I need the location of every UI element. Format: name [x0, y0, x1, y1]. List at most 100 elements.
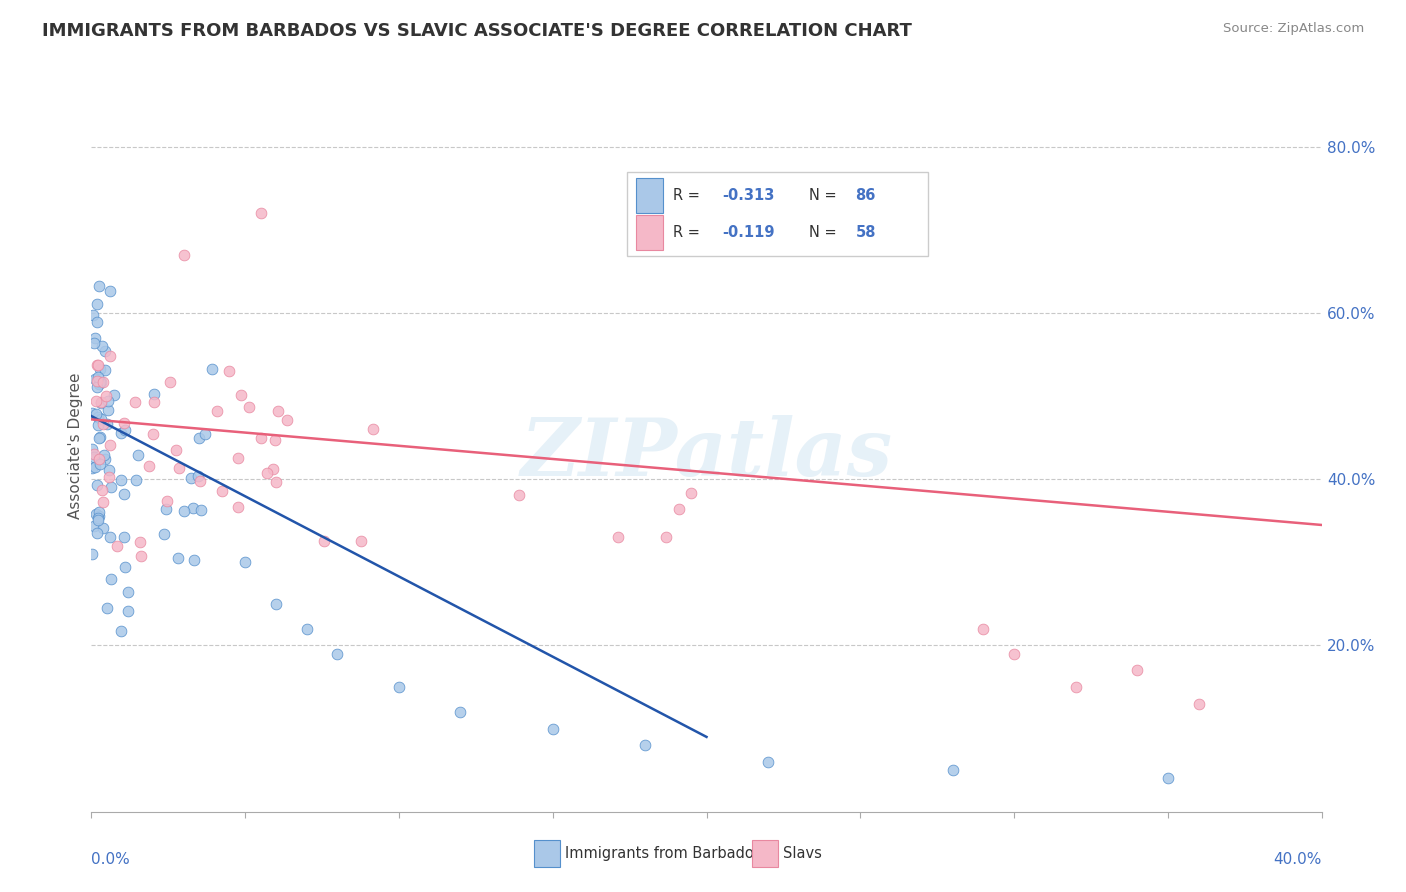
Text: R =: R = — [673, 187, 704, 202]
Point — [361, 422, 384, 436]
Text: N =: N = — [808, 225, 841, 240]
Point — [105, 539, 128, 553]
Point — [86, 315, 108, 329]
Text: Source: ZipAtlas.com: Source: ZipAtlas.com — [1223, 22, 1364, 36]
Point — [83, 447, 105, 461]
Point — [91, 521, 114, 535]
Point — [114, 423, 136, 437]
Point — [972, 622, 994, 636]
Point — [94, 452, 117, 467]
Point — [86, 358, 108, 372]
Point — [98, 463, 121, 477]
Point — [91, 495, 114, 509]
Point — [256, 466, 278, 480]
Point — [87, 510, 110, 524]
Point — [181, 500, 204, 515]
Point — [89, 396, 111, 410]
Point — [103, 388, 125, 402]
Point — [231, 388, 253, 402]
Point — [173, 504, 195, 518]
Point — [94, 344, 117, 359]
Point — [153, 526, 176, 541]
Point — [312, 533, 335, 548]
Point — [131, 549, 153, 563]
Point — [96, 601, 118, 615]
Point — [87, 409, 110, 424]
Point — [388, 680, 411, 694]
Text: N =: N = — [808, 187, 841, 202]
Point — [142, 427, 165, 442]
Point — [112, 416, 135, 430]
Text: 40.0%: 40.0% — [1274, 852, 1322, 867]
Point — [266, 475, 288, 489]
Text: -0.313: -0.313 — [723, 187, 775, 202]
Point — [228, 450, 250, 465]
Point — [681, 486, 703, 500]
Point — [86, 374, 108, 388]
Point — [83, 336, 105, 351]
Point — [1157, 772, 1180, 786]
Point — [97, 469, 120, 483]
Text: -0.119: -0.119 — [723, 225, 775, 240]
Bar — [637, 215, 664, 250]
Point — [124, 394, 146, 409]
Point — [756, 755, 779, 769]
Y-axis label: Associate's Degree: Associate's Degree — [67, 373, 83, 519]
Point — [89, 362, 111, 376]
Point — [87, 417, 110, 432]
Point — [89, 431, 111, 445]
Point — [233, 555, 256, 569]
Point — [100, 530, 122, 544]
Point — [90, 411, 112, 425]
Point — [187, 469, 209, 483]
Point — [90, 394, 112, 409]
Point — [110, 473, 132, 487]
Point — [87, 513, 110, 527]
Point — [205, 404, 228, 418]
Point — [238, 401, 260, 415]
Point — [276, 413, 298, 427]
Point — [90, 376, 112, 390]
Point — [1002, 647, 1025, 661]
Point — [83, 372, 105, 386]
Text: 58: 58 — [855, 225, 876, 240]
Point — [86, 477, 108, 491]
Point — [87, 358, 110, 372]
Point — [98, 285, 121, 299]
Point — [87, 505, 110, 519]
Point — [143, 387, 166, 401]
Text: R =: R = — [673, 225, 704, 240]
Point — [110, 425, 132, 440]
Point — [127, 448, 149, 462]
Point — [112, 486, 135, 500]
Point — [449, 705, 471, 719]
Point — [100, 479, 122, 493]
Text: 0.0%: 0.0% — [91, 852, 131, 867]
Point — [89, 451, 111, 466]
Point — [180, 470, 202, 484]
Point — [173, 248, 195, 262]
Point — [201, 362, 224, 376]
Point — [84, 460, 107, 475]
Point — [86, 297, 108, 311]
Point — [96, 417, 118, 431]
Point — [87, 370, 110, 384]
Point — [86, 380, 108, 394]
Point — [606, 530, 628, 544]
Point — [655, 530, 678, 544]
Text: ZIPatlas: ZIPatlas — [520, 415, 893, 492]
Point — [1064, 680, 1087, 694]
Point — [668, 502, 690, 516]
Point — [98, 438, 121, 452]
Point — [942, 763, 965, 777]
Point — [89, 376, 111, 390]
Point — [169, 460, 191, 475]
Point — [91, 375, 114, 389]
Point — [211, 484, 233, 499]
Text: Slavs: Slavs — [783, 847, 823, 861]
Point — [125, 473, 148, 487]
Point — [94, 389, 117, 403]
Point — [167, 551, 190, 566]
Point — [155, 502, 177, 516]
Point — [138, 459, 160, 474]
